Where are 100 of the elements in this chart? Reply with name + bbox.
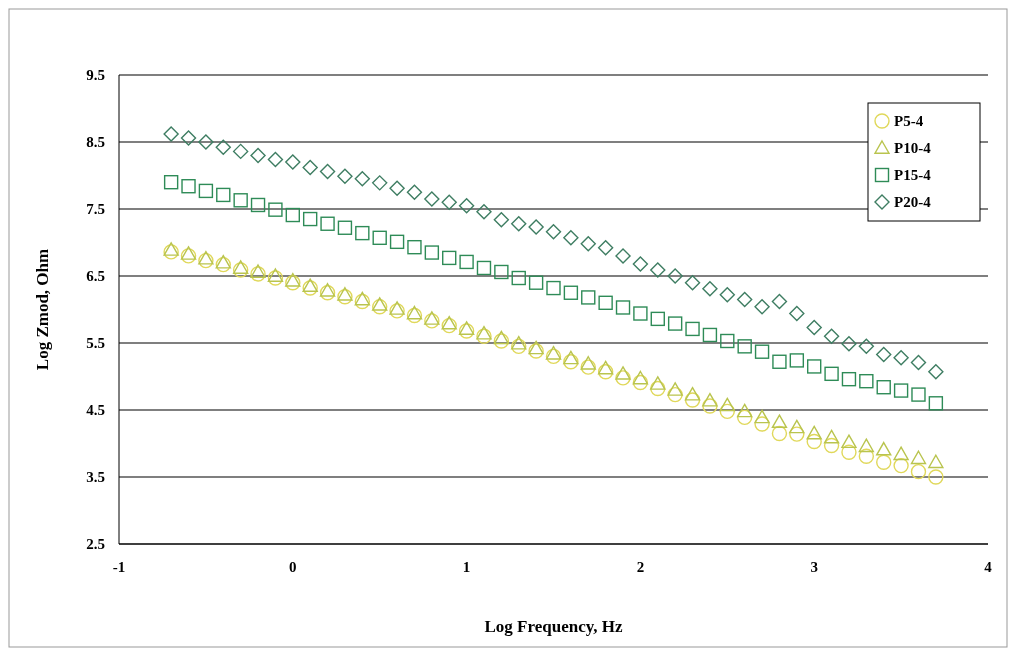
point (684, 275, 701, 291)
x-axis-title: Log Frequency, Hz (484, 617, 623, 636)
y-axis-title: Log Zmod, Ohm (33, 248, 52, 371)
point (893, 383, 909, 398)
point (841, 371, 857, 387)
point (650, 262, 666, 278)
y-tick-label: 7.5 (86, 201, 105, 218)
point (771, 425, 788, 442)
point (858, 448, 875, 464)
x-tick-label: 0 (289, 559, 297, 575)
point (319, 283, 336, 297)
point (511, 338, 527, 355)
point (285, 272, 301, 287)
point (789, 419, 805, 434)
point (597, 240, 614, 256)
point (458, 321, 475, 335)
point (876, 454, 892, 470)
point (910, 354, 927, 371)
x-tick-label: 2 (636, 559, 645, 575)
point (597, 360, 614, 375)
point (632, 256, 649, 272)
legend-label: P15-4 (894, 167, 932, 184)
point (911, 387, 926, 402)
point (737, 339, 752, 354)
point (667, 386, 683, 403)
point (720, 333, 735, 349)
point (528, 219, 544, 235)
point (268, 202, 283, 217)
point (702, 392, 718, 407)
point (198, 134, 214, 150)
point (355, 225, 370, 241)
point (876, 346, 892, 363)
point (719, 403, 735, 420)
point (337, 168, 353, 184)
point (302, 159, 318, 176)
point (389, 303, 405, 319)
y-tick-label: 2.5 (86, 536, 105, 553)
point (476, 203, 492, 220)
point (163, 244, 179, 260)
point (476, 325, 492, 340)
point (354, 291, 371, 306)
legend-label: P10-4 (894, 140, 932, 157)
point (928, 364, 944, 380)
point (893, 350, 909, 366)
point (354, 171, 371, 187)
point (667, 316, 683, 331)
point (215, 256, 231, 273)
point (859, 373, 874, 389)
point (337, 220, 353, 235)
point (372, 230, 387, 246)
y-tick-label: 5.5 (86, 335, 105, 352)
point (319, 285, 336, 301)
y-tick-label: 9.5 (86, 67, 105, 84)
point (267, 268, 284, 282)
point (180, 130, 197, 146)
point (442, 250, 457, 266)
point (302, 280, 318, 296)
point (389, 180, 405, 196)
point (476, 328, 492, 344)
point (824, 366, 839, 382)
point (823, 429, 840, 444)
point (163, 175, 179, 190)
point (232, 143, 249, 160)
point (424, 311, 440, 325)
point (180, 248, 197, 264)
point (250, 197, 266, 213)
point (424, 191, 440, 207)
point (615, 300, 631, 315)
point (198, 183, 214, 199)
point (250, 266, 266, 282)
point (928, 454, 944, 469)
point (320, 216, 335, 231)
point (736, 403, 753, 418)
point (163, 126, 179, 142)
point (702, 327, 718, 343)
point (180, 246, 197, 260)
point (545, 346, 562, 360)
point (354, 293, 371, 310)
point (615, 370, 631, 386)
point (736, 409, 753, 426)
point (580, 356, 596, 370)
point (580, 236, 596, 252)
point (285, 207, 300, 223)
point (181, 179, 196, 194)
point (581, 290, 596, 305)
point (684, 386, 701, 401)
legend-label: P5-4 (894, 113, 924, 130)
point (545, 224, 562, 240)
point (476, 260, 492, 276)
point (372, 175, 388, 191)
point (545, 348, 562, 365)
y-tick-label: 4.5 (86, 402, 105, 419)
point (407, 239, 422, 255)
x-tick-label: -1 (112, 559, 126, 575)
point (546, 280, 561, 296)
point (441, 315, 457, 330)
point (754, 344, 770, 359)
point (163, 242, 179, 256)
point (772, 354, 787, 369)
x-tick-label: 3 (810, 559, 818, 575)
